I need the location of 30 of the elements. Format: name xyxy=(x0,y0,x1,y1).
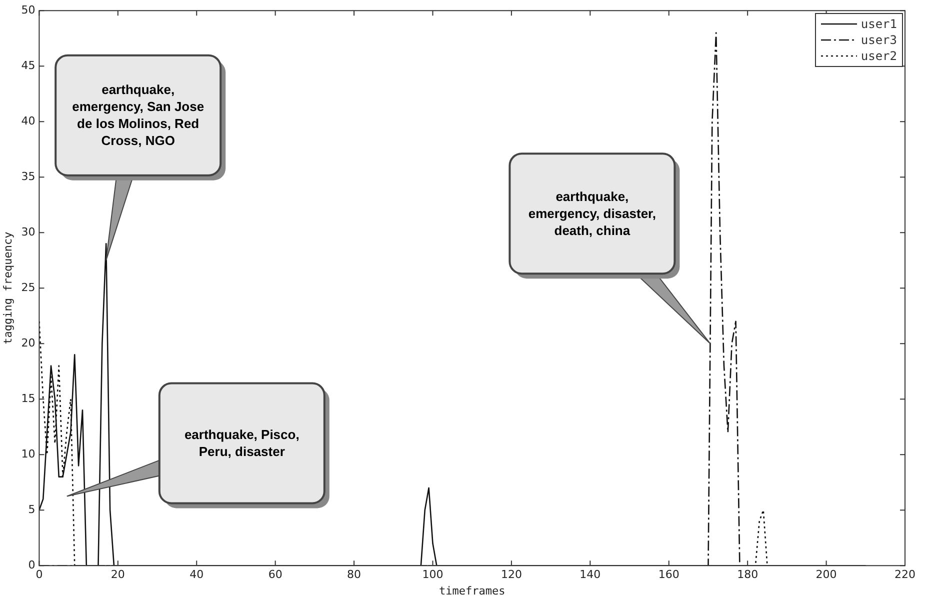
annotation: earthquake, emergency, disaster, death, china xyxy=(527,188,658,240)
x-tick-label: 200 xyxy=(816,568,837,582)
x-tick-label: 160 xyxy=(658,568,680,582)
y-axis-title: tagging frequency xyxy=(1,231,14,344)
legend-label: user3 xyxy=(860,32,897,47)
y-tick-label: 10 xyxy=(21,447,36,460)
legend-label: user1 xyxy=(860,16,897,31)
y-tick-label: 25 xyxy=(21,280,36,294)
annotation: earthquake, emergency, San Jose de los Molinos, Red Cross, NGO xyxy=(71,81,206,150)
y-tick-label: 35 xyxy=(21,170,36,183)
legend-label: user2 xyxy=(860,48,897,63)
x-tick-label: 40 xyxy=(190,568,204,582)
x-tick-label: 220 xyxy=(894,568,916,582)
y-tick-label: 0 xyxy=(28,558,36,572)
y-tick-label: 5 xyxy=(28,502,36,516)
y-tick-label: 40 xyxy=(21,114,36,128)
x-axis-title: timeframes xyxy=(438,584,506,598)
annotation: earthquake, Pisco, Peru, disaster xyxy=(183,426,300,460)
x-tick-label: 100 xyxy=(422,568,444,582)
y-tick-label: 15 xyxy=(21,392,36,405)
y-tick-label: 50 xyxy=(21,3,36,16)
x-tick-label: 60 xyxy=(268,568,282,582)
y-tick-label: 45 xyxy=(21,58,36,72)
x-tick-label: 140 xyxy=(580,568,601,582)
x-tick-label: 80 xyxy=(347,568,362,582)
x-tick-label: 120 xyxy=(500,568,522,582)
y-tick-label: 30 xyxy=(21,225,36,238)
y-tick-label: 20 xyxy=(21,336,36,350)
x-tick-label: 20 xyxy=(110,568,125,582)
x-tick-label: 180 xyxy=(737,568,758,582)
